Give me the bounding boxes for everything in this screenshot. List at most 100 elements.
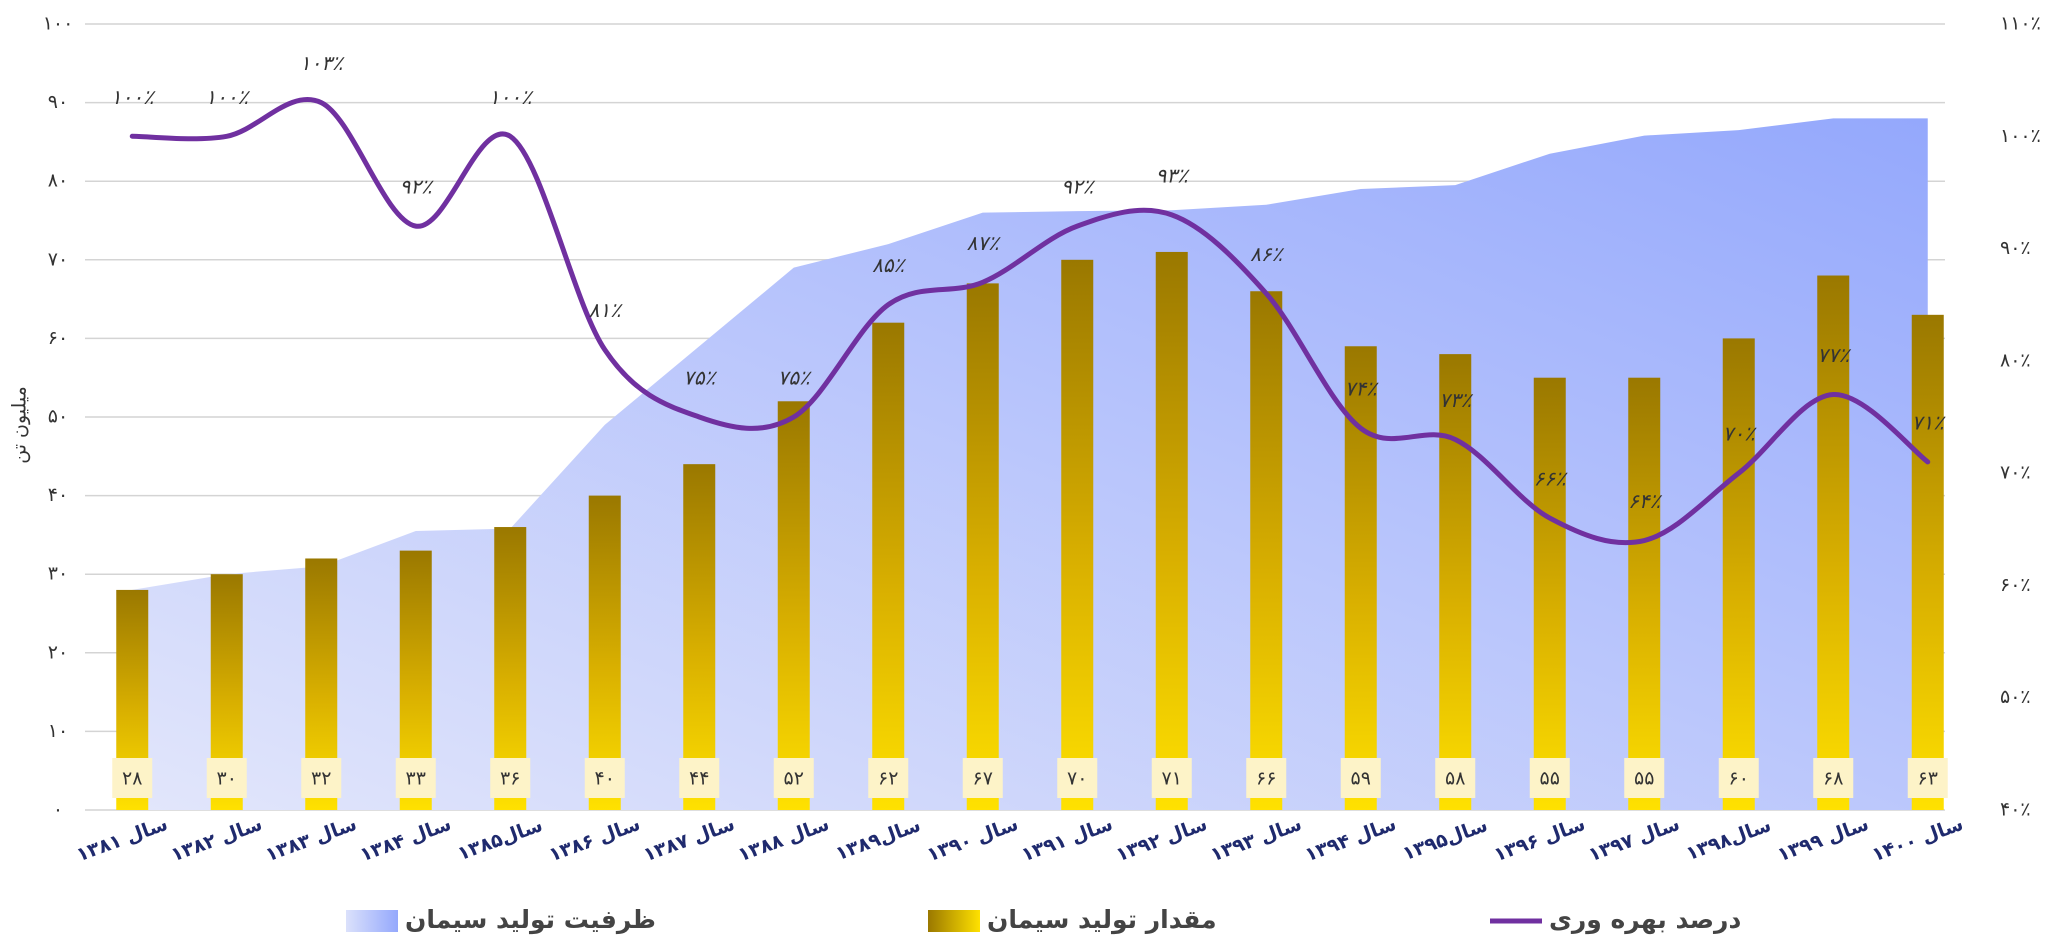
bar-value-label: ۳۲ (311, 768, 331, 790)
x-tick-label: سال ۱۳۹۷ (1586, 813, 1683, 866)
x-tick-label: سال ۱۳۹۰ (924, 813, 1021, 866)
legend-label: مقدار تولید سیمان (987, 905, 1217, 935)
bar-value-label: ۶۶ (1256, 768, 1276, 790)
bar (1344, 346, 1377, 810)
x-tick-label: سال۱۳۸۹ (833, 814, 924, 865)
bar-value-label: ۵۵ (1540, 768, 1560, 790)
bar (1722, 338, 1755, 810)
value-label-box (395, 758, 436, 798)
x-tick-label: سال ۱۳۸۷ (641, 813, 738, 866)
line (129, 97, 1931, 546)
bar (872, 322, 905, 810)
line-value-label: ۶۶٪ (1534, 467, 1568, 491)
bar-value-label: ۶۸ (1823, 768, 1843, 790)
bar-value-label: ۶۷ (973, 768, 993, 790)
line-value-label: ۷۷٪ (1817, 343, 1851, 367)
value-label-box (773, 758, 814, 798)
bar (777, 401, 810, 810)
value-label-box (1340, 758, 1381, 798)
x-tick-label: سال ۱۳۹۴ (1302, 813, 1399, 866)
x-tick-label: سال ۱۳۹۱ (1019, 813, 1116, 866)
bar (1817, 275, 1850, 810)
y-tick-label: ۹۰ (48, 91, 68, 113)
bar-value-label: ۵۹ (1351, 768, 1371, 790)
value-label-box (206, 758, 247, 798)
y2-tick-label: ۵۰٪ (2000, 686, 2031, 708)
line-value-label: ۸۷٪ (967, 231, 1001, 255)
y-tick-label: ۱۰ (48, 720, 68, 742)
y-axis-label: میلیون تن (9, 386, 31, 464)
legend-label: ظرفیت تولید سیمان (405, 905, 656, 935)
y2-tick-label: ۱۱۰٪ (2000, 13, 2041, 35)
value-label-box (1435, 758, 1476, 798)
line-value-label: ۱۰۰٪ (205, 85, 250, 109)
value-label-box (679, 758, 720, 798)
y-tick-label: ۶۰ (48, 327, 68, 349)
value-label-box (1246, 758, 1287, 798)
x-tick-label: سال ۱۳۸۲ (168, 813, 265, 866)
line-value-label: ۹۳٪ (1156, 163, 1190, 187)
line-value-label: ۱۰۰٪ (489, 85, 534, 109)
bar-value-label: ۶۳ (1918, 768, 1938, 790)
bar (966, 283, 999, 810)
bar (1250, 291, 1283, 810)
bar-value-label: ۴۰ (595, 768, 615, 790)
bar (1911, 314, 1944, 810)
x-tick-label: سال ۱۳۹۲ (1113, 813, 1210, 866)
value-label-box (1907, 758, 1948, 798)
value-label-box (1718, 758, 1759, 798)
y2-tick-label: ۴۰٪ (2000, 799, 2031, 821)
x-tick-label: سال۱۳۸۵ (455, 814, 546, 865)
x-tick-label: سال ۱۳۸۴ (357, 813, 454, 866)
legend-label: درصد بهره وری (1549, 905, 1741, 935)
bar-value-label: ۶۲ (878, 768, 898, 790)
line-value-label: ۱۰۳٪ (300, 51, 345, 75)
value-label-box (962, 758, 1003, 798)
x-tick-label: سال ۱۳۸۸ (735, 813, 832, 866)
bar-value-label: ۶۰ (1729, 768, 1749, 790)
value-label-box (868, 758, 909, 798)
value-label-box (1624, 758, 1665, 798)
bar-value-label: ۷۱ (1162, 768, 1182, 790)
line-value-label: ۷۵٪ (778, 366, 812, 390)
line-value-label: ۸۱٪ (589, 298, 623, 322)
x-tick-label: سال ۱۳۹۳ (1208, 813, 1305, 866)
value-label-box (1813, 758, 1854, 798)
y-tick-label: ۴۰ (48, 484, 68, 506)
line-value-label: ۱۰۰٪ (111, 85, 156, 109)
value-label-box (112, 758, 153, 798)
y-tick-label: ۰ (53, 799, 63, 821)
x-tick-label: سال ۱۳۹۶ (1491, 813, 1588, 866)
y-tick-label: ۷۰ (48, 248, 68, 270)
bar (1628, 377, 1661, 810)
y2-tick-label: ۸۰٪ (2000, 349, 2031, 371)
line-value-label: ۷۱٪ (1912, 410, 1946, 434)
line-value-label: ۹۲٪ (1061, 175, 1095, 199)
line-value-label: ۹۲٪ (400, 175, 434, 199)
bar (1061, 259, 1094, 810)
value-label-box (490, 758, 531, 798)
line-value-label: ۶۴٪ (1628, 489, 1662, 513)
x-tick-label: سال ۱۳۸۳ (263, 813, 360, 866)
y2-tick-label: ۹۰٪ (2000, 237, 2031, 259)
y-tick-label: ۸۰ (48, 170, 68, 192)
line-value-label: ۷۳٪ (1439, 388, 1473, 412)
bar-value-label: ۳۶ (500, 768, 520, 790)
y2-tick-label: ۶۰٪ (2000, 574, 2031, 596)
bar-value-label: ۵۸ (1445, 768, 1465, 790)
bar-value-label: ۳۳ (406, 768, 426, 790)
x-tick-label: سال ۱۳۸۶ (546, 813, 643, 866)
y-tick-label: ۲۰ (48, 641, 68, 663)
line-value-label: ۷۵٪ (683, 366, 717, 390)
x-tick-label: سال۱۳۹۵ (1400, 814, 1491, 865)
bar (1533, 377, 1566, 810)
bar (1439, 354, 1472, 810)
bar (1155, 251, 1188, 810)
value-label-box (1151, 758, 1192, 798)
bar-value-label: ۴۴ (689, 768, 709, 790)
y-tick-label: ۵۰ (48, 406, 68, 428)
y-tick-label: ۱۰۰ (43, 13, 74, 35)
value-label-box (301, 758, 342, 798)
